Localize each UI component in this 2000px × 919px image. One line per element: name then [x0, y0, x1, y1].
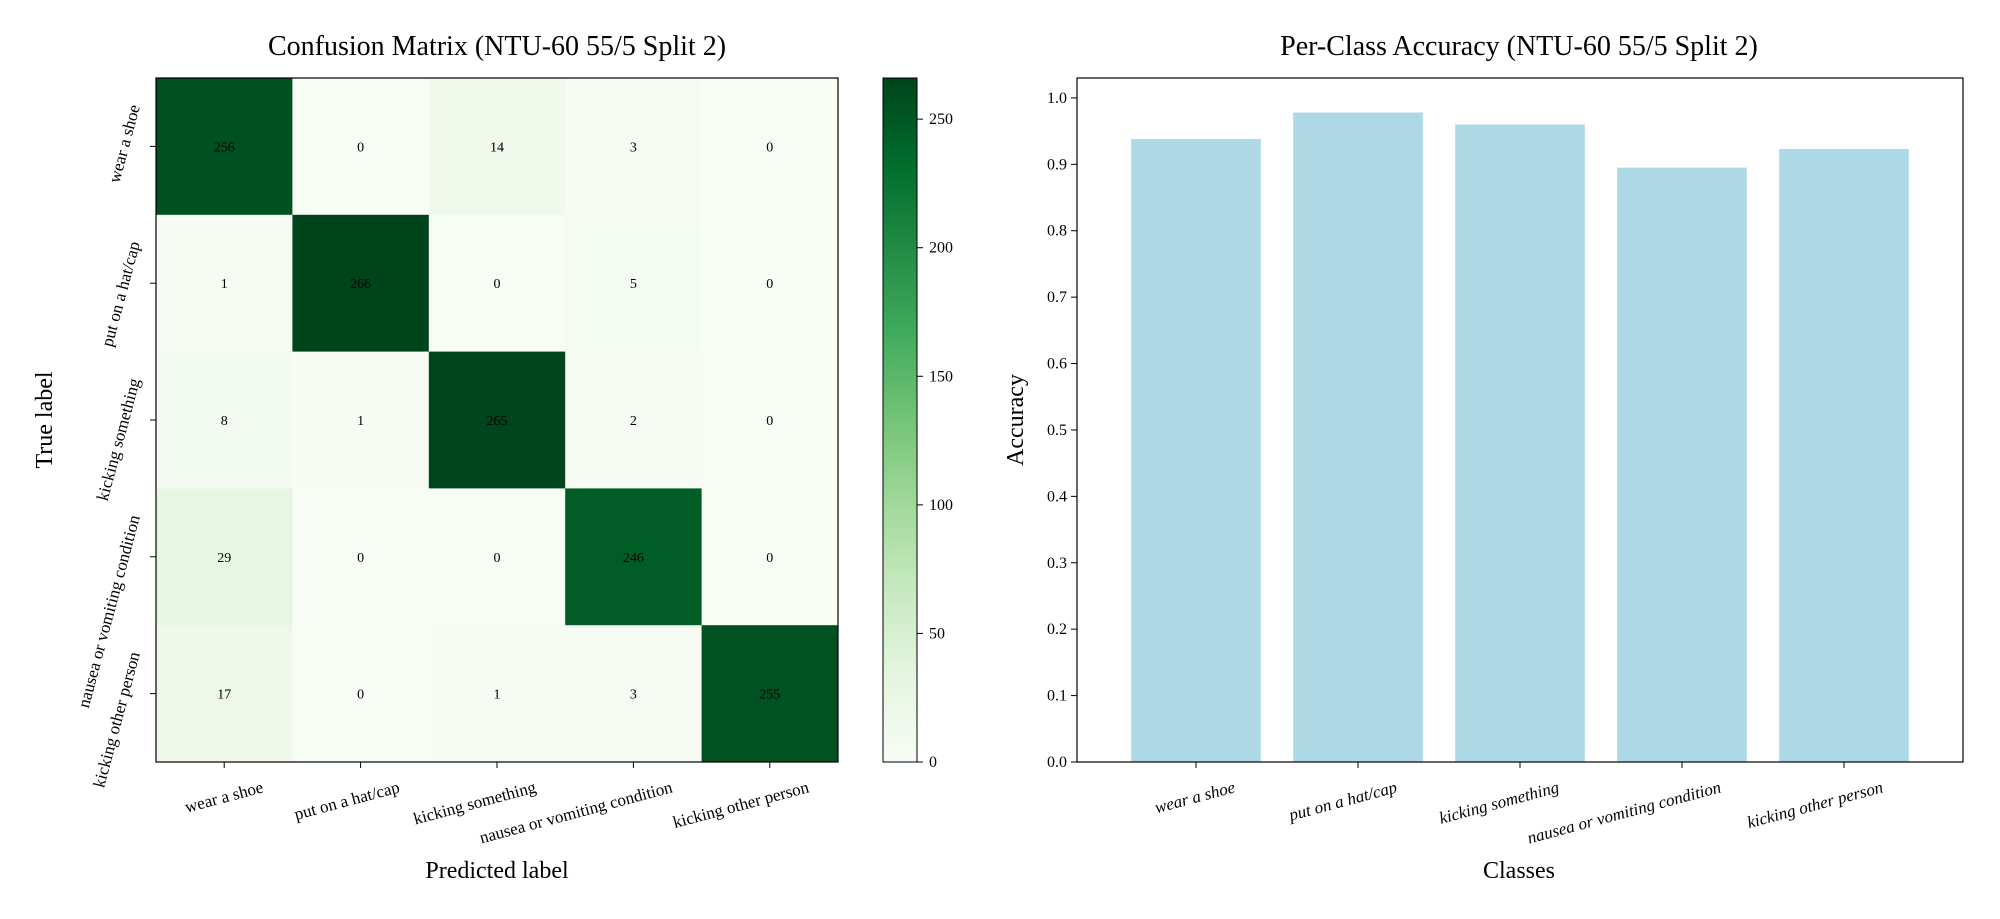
accuracy-bar — [1455, 124, 1585, 763]
matrix-cell — [428, 351, 566, 489]
matrix-cell — [428, 488, 566, 626]
x-tick-label: kicking other person — [671, 777, 811, 832]
matrix-cell-value: 3 — [630, 140, 637, 155]
matrix-cell-value: 265 — [487, 414, 508, 429]
matrix-cell — [292, 351, 430, 489]
matrix-cell — [428, 214, 566, 353]
matrix-cell — [156, 488, 293, 626]
y-tick-label: 0.6 — [1047, 356, 1067, 373]
accuracy-bars — [1131, 112, 1909, 763]
accuracy-bar — [1131, 139, 1261, 762]
accuracy-bar — [1293, 112, 1423, 762]
x-tick-label: kicking other person — [1745, 778, 1885, 833]
accuracy-chart-title: Per-Class Accuracy (NTU-60 55/5 Split 2) — [1280, 31, 1758, 62]
y-tick-label: 0.2 — [1047, 621, 1067, 638]
matrix-cell — [701, 488, 839, 626]
confusion-matrix-cells: 256 0 14 3 0 1 266 0 5 0 8 1 265 2 0 29 0 0 246 0 17 0 1 3 255 — [156, 78, 839, 763]
matrix-cell-value: 0 — [494, 551, 501, 566]
accuracy-y-ticks: 0.0 0.1 0.2 0.3 0.4 0.5 0.6 0.7 0.8 0.9 1.0 — [1047, 90, 1077, 771]
accuracy-x-ticks: wear a shoe put on a hat/cap kicking somet… — [1153, 762, 1885, 848]
matrix-cell-value: 0 — [766, 140, 773, 155]
matrix-cell-value: 0 — [357, 688, 364, 703]
matrix-cell-value: 17 — [217, 688, 231, 703]
matrix-cell-value: 266 — [350, 277, 371, 292]
matrix-cell — [428, 625, 566, 763]
colorbar-tick-label: 200 — [929, 240, 953, 257]
matrix-cell-value: 0 — [766, 414, 773, 429]
matrix-cell — [292, 625, 430, 763]
x-tick-label: put on a hat/cap — [1286, 778, 1399, 825]
y-tick-label: 0.3 — [1047, 555, 1067, 572]
y-tick-label: 0.9 — [1047, 156, 1067, 173]
colorbar-tick-label: 250 — [929, 111, 953, 128]
matrix-cell-value: 255 — [759, 688, 780, 703]
matrix-cell-value: 0 — [494, 277, 501, 292]
matrix-cell — [701, 625, 839, 763]
x-tick-label: wear a shoe — [183, 778, 265, 817]
matrix-cell-value: 0 — [766, 551, 773, 566]
matrix-cell-value: 1 — [221, 277, 228, 292]
y-tick-label: 0.8 — [1047, 223, 1067, 240]
matrix-cell — [292, 214, 430, 353]
per-class-accuracy-panel: Per-Class Accuracy (NTU-60 55/5 Split 2)… — [1003, 31, 1964, 884]
matrix-cell-value: 0 — [357, 551, 364, 566]
matrix-cell-value: 5 — [630, 277, 637, 292]
confusion-matrix-title: Confusion Matrix (NTU-60 55/5 Split 2) — [268, 31, 726, 62]
matrix-cell — [156, 625, 293, 763]
matrix-cell-value: 2 — [630, 414, 637, 429]
matrix-cell — [565, 351, 703, 489]
accuracy-bar — [1779, 149, 1909, 763]
colorbar-tick-label: 150 — [929, 368, 953, 385]
colorbar-tick-label: 0 — [929, 754, 937, 771]
matrix-cell-value: 3 — [630, 688, 637, 703]
matrix-cell — [156, 214, 293, 353]
matrix-cell — [565, 214, 703, 353]
matrix-cell — [156, 351, 293, 489]
classes-axis-title: Classes — [1483, 858, 1555, 884]
true-label-axis-title: True label — [32, 371, 58, 468]
matrix-cell-value: 1 — [357, 414, 364, 429]
accuracy-axis-title: Accuracy — [1003, 374, 1029, 466]
colorbar-tick-label: 100 — [929, 497, 953, 514]
matrix-cell — [701, 351, 839, 489]
matrix-cell — [701, 78, 839, 216]
y-tick-label: 0.7 — [1047, 289, 1067, 306]
y-tick-label: put on a hat/cap — [98, 239, 144, 348]
matrix-cell — [565, 625, 703, 763]
confusion-matrix-panel: Confusion Matrix (NTU-60 55/5 Split 2) 2… — [32, 31, 953, 884]
matrix-cell — [701, 214, 839, 353]
accuracy-bar — [1617, 167, 1747, 762]
matrix-cell — [428, 78, 566, 216]
matrix-cell-value: 256 — [214, 140, 235, 155]
matrix-cell-value: 0 — [766, 277, 773, 292]
y-tick-label: 0.5 — [1047, 422, 1067, 439]
matrix-cell — [292, 488, 430, 626]
matrix-cell — [565, 488, 703, 626]
matrix-cell-value: 246 — [623, 551, 644, 566]
matrix-cell-value: 29 — [217, 551, 231, 566]
matrix-cell-value: 0 — [357, 140, 364, 155]
y-tick-label: 0.1 — [1047, 688, 1067, 705]
x-tick-label: put on a hat/cap — [292, 778, 401, 824]
y-tick-label: 0.0 — [1047, 754, 1067, 771]
matrix-cell — [565, 78, 703, 216]
y-tick-label: 0.4 — [1047, 488, 1067, 505]
colorbar — [882, 77, 918, 763]
x-tick-label: kicking something — [1437, 778, 1561, 828]
matrix-cell-value: 14 — [490, 140, 504, 155]
y-tick-label: 1.0 — [1047, 90, 1067, 107]
matrix-cell-value: 1 — [494, 688, 501, 703]
matrix-cell-value: 8 — [221, 414, 228, 429]
colorbar-tick-label: 50 — [929, 625, 945, 642]
y-tick-label: kicking something — [93, 376, 144, 503]
x-tick-label: wear a shoe — [1153, 777, 1238, 817]
matrix-cell — [292, 78, 430, 216]
confusion-matrix-y-ticks: wear a shoe put on a hat/cap kicking somet… — [74, 103, 156, 790]
confusion-matrix-x-ticks: wear a shoe put on a hat/cap kicking somet… — [183, 762, 811, 847]
predicted-label-axis-title: Predicted label — [425, 858, 569, 884]
matrix-cell — [156, 78, 293, 216]
colorbar-ticks: 0 50 100 150 200 250 — [917, 111, 953, 771]
y-tick-label: wear a shoe — [105, 103, 144, 185]
